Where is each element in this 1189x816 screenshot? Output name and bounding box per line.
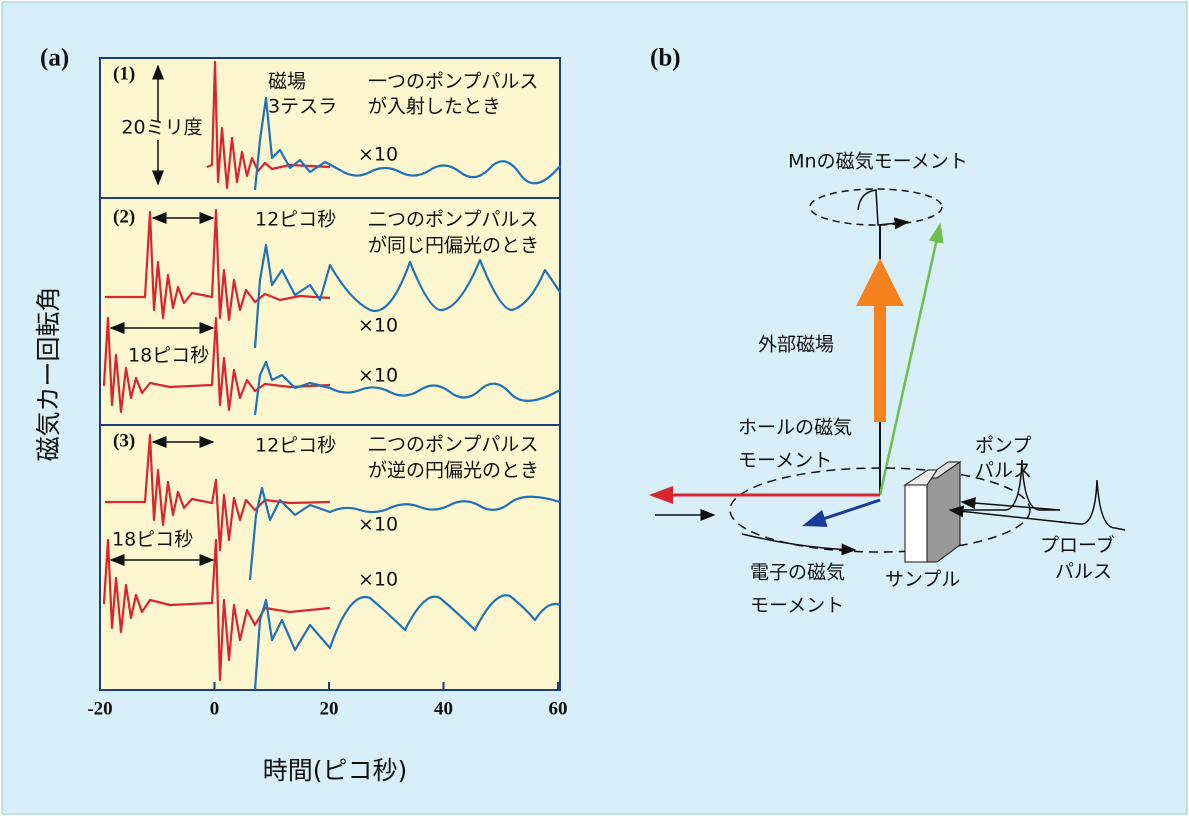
label: Mnの磁気モーメント — [788, 151, 968, 173]
x-tick-label: 20 — [320, 698, 339, 719]
caption: が同じ円偏光のとき — [368, 235, 539, 257]
panel-b: (b) Mnの磁気モーメント 外部磁場 ホールの磁気 モーメント 電子の磁気 モ… — [649, 45, 1126, 617]
interval-label: 12ピコ秒 — [255, 435, 336, 457]
label: プローブ — [1040, 534, 1115, 557]
plot-area — [99, 57, 561, 691]
caption: が入射したとき — [368, 96, 501, 118]
y-label: 磁気カー回転角 — [34, 286, 63, 461]
x-tick-label: 40 — [434, 698, 453, 719]
trace — [105, 433, 331, 552]
trace — [105, 208, 331, 322]
caption: が逆の円偏光のとき — [368, 460, 539, 482]
multiplier: ×10 — [358, 144, 398, 166]
annotation: 磁場 — [268, 71, 306, 93]
x-tick-label: 60 — [549, 698, 568, 719]
label: パルス — [1055, 561, 1112, 583]
probe-pulse — [1059, 479, 1126, 531]
trace — [248, 486, 561, 581]
trace — [253, 243, 561, 349]
arrow — [741, 533, 857, 556]
label: ポンプ — [975, 435, 1031, 457]
orbit — [729, 467, 1031, 553]
label: サンプル — [885, 569, 960, 591]
precession-path — [809, 188, 943, 226]
interval-label: 18ピコ秒 — [112, 529, 193, 551]
panel-label: (b) — [650, 45, 681, 72]
arrow — [857, 189, 910, 230]
electron-arrow — [802, 498, 881, 527]
caption: 二つのポンプパルス — [368, 434, 538, 456]
moment-arrow — [878, 222, 944, 496]
multiplier: ×10 — [358, 315, 398, 337]
trace — [253, 96, 561, 191]
x-tick-label: -20 — [87, 698, 112, 719]
panel-label: (a) — [40, 45, 69, 72]
trace — [102, 538, 331, 682]
x-tick-label: 0 — [210, 698, 220, 719]
arrow — [960, 497, 1061, 511]
label: モーメント — [750, 595, 844, 617]
trace — [206, 60, 331, 190]
x-axis: -20 0 20 40 60 — [87, 682, 568, 719]
trace — [253, 594, 561, 691]
section-label: (2) — [113, 206, 135, 227]
sample — [904, 484, 928, 563]
caption: 二つのポンプパルス — [368, 209, 538, 231]
panel-a: (a) 磁気カー回転角 時間(ピコ秒) -20 0 20 40 60 (1) 20ミリ度… — [34, 45, 568, 785]
scale-bar-label: 20ミリ度 — [121, 117, 202, 139]
section-label: (1) — [113, 63, 135, 84]
sample-top — [903, 469, 938, 486]
section-label: (3) — [113, 430, 135, 451]
multiplier: ×10 — [358, 569, 398, 591]
label: 外部磁場 — [758, 334, 834, 356]
interval-label: 12ピコ秒 — [255, 209, 336, 231]
annotation: 3テスラ — [268, 96, 337, 118]
label: ホールの磁気 — [738, 417, 852, 439]
caption: 一つのポンプパルス — [368, 71, 538, 93]
arrow — [948, 505, 1071, 524]
trace — [253, 360, 561, 416]
trace — [102, 316, 331, 414]
interval-label: 18ピコ秒 — [128, 345, 209, 367]
x-label: 時間(ピコ秒) — [263, 756, 408, 785]
label: パルス — [975, 460, 1032, 482]
label: モーメント — [738, 450, 832, 472]
label: 電子の磁気 — [750, 562, 845, 584]
multiplier: ×10 — [358, 514, 398, 536]
multiplier: ×10 — [358, 365, 398, 387]
